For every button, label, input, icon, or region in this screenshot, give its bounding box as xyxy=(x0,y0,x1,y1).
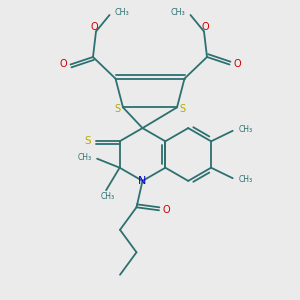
Text: O: O xyxy=(91,22,98,32)
Text: S: S xyxy=(85,136,92,146)
Text: CH₃: CH₃ xyxy=(115,8,130,17)
Text: CH₃: CH₃ xyxy=(170,8,185,17)
Text: O: O xyxy=(233,59,241,69)
Text: O: O xyxy=(163,205,170,215)
Text: S: S xyxy=(179,104,185,114)
Text: CH₃: CH₃ xyxy=(78,153,92,162)
Text: CH₃: CH₃ xyxy=(238,125,252,134)
Text: O: O xyxy=(202,22,209,32)
Text: S: S xyxy=(115,104,121,114)
Text: CH₃: CH₃ xyxy=(100,192,115,201)
Text: CH₃: CH₃ xyxy=(238,175,252,184)
Text: O: O xyxy=(59,59,67,69)
Text: N: N xyxy=(138,176,147,186)
